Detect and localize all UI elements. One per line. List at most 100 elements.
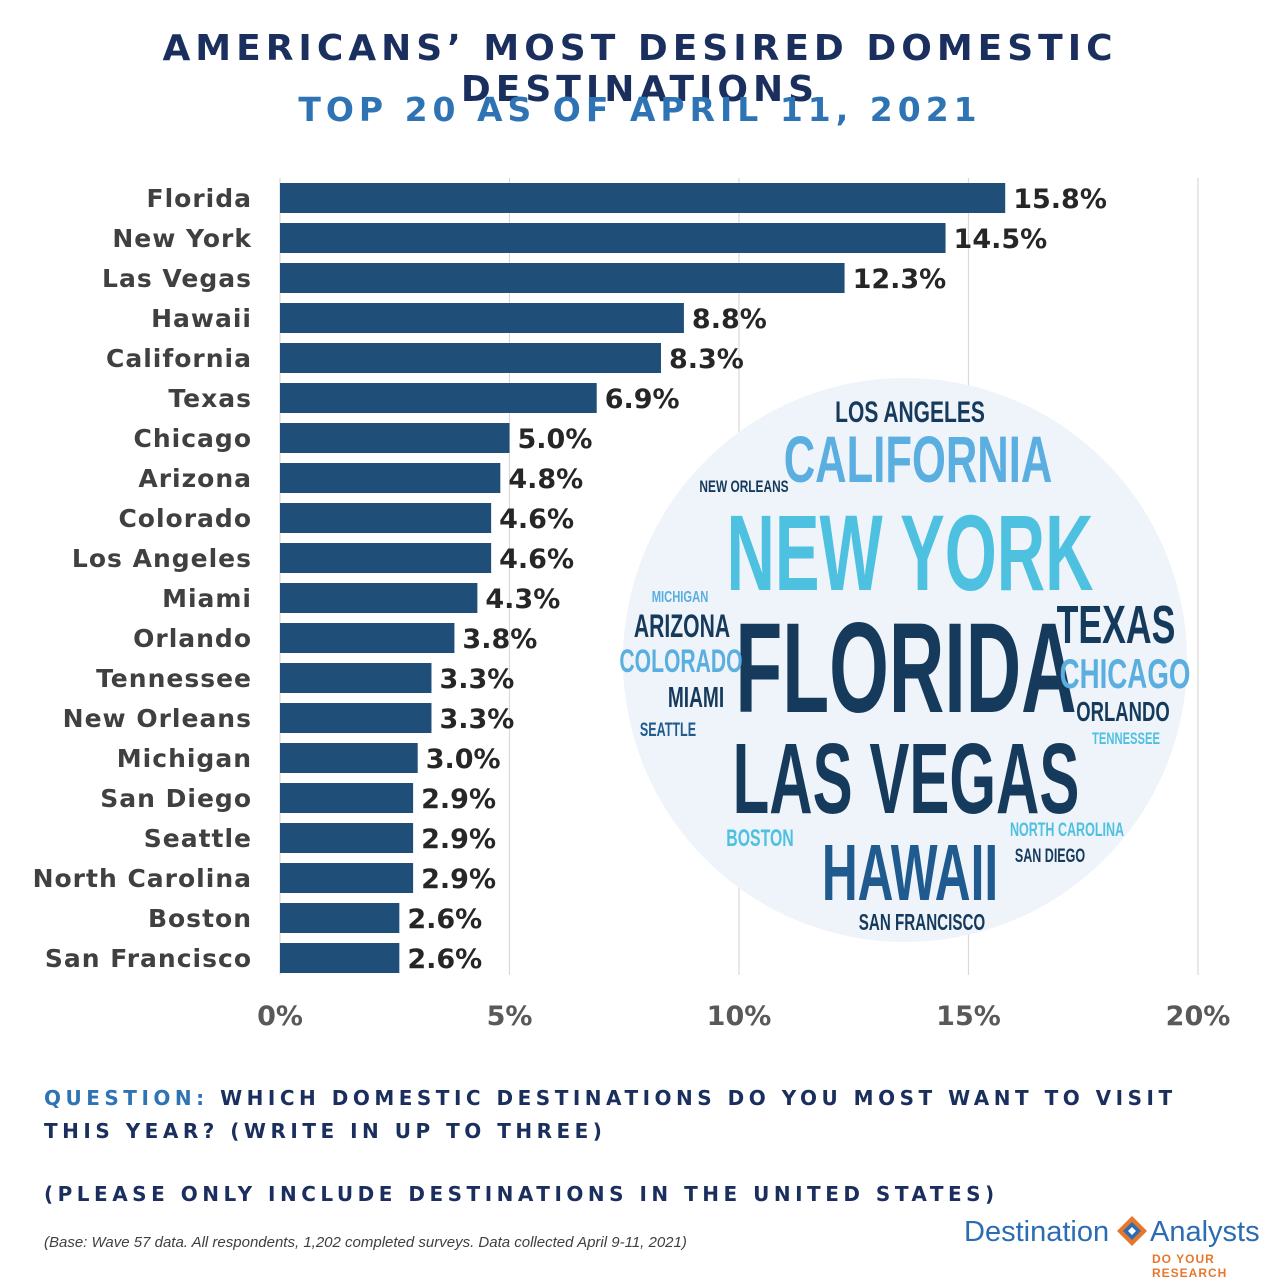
question-text: QUESTION: WHICH DOMESTIC DESTINATIONS DO… <box>44 1082 1244 1211</box>
x-tick-label: 5% <box>487 1001 533 1032</box>
value-label: 8.8% <box>692 304 767 335</box>
category-label: Seattle <box>144 824 252 853</box>
word-cloud-word: NEW YORK <box>726 494 1093 614</box>
value-label: 4.3% <box>485 584 560 615</box>
category-label: New York <box>112 224 252 253</box>
x-tick-label: 10% <box>707 1001 772 1032</box>
value-label: 4.8% <box>508 464 583 495</box>
word-cloud-background <box>623 378 1187 942</box>
bars <box>280 183 1006 973</box>
value-label: 5.0% <box>518 424 593 455</box>
bar <box>280 663 432 693</box>
bar <box>280 703 432 733</box>
category-label: Boston <box>148 904 252 933</box>
logo-tagline: DO YOUR RESEARCH <box>1152 1252 1228 1280</box>
word-cloud-word: TENNESSEE <box>1092 730 1160 749</box>
question-body: WHICH DOMESTIC DESTINATIONS DO YOU MOST … <box>44 1086 1177 1143</box>
word-cloud-word: SEATTLE <box>640 719 696 740</box>
category-label: New Orleans <box>63 704 252 733</box>
value-label: 2.9% <box>421 824 496 855</box>
value-label: 3.3% <box>439 664 514 695</box>
category-label: Tennessee <box>96 664 252 693</box>
bar <box>280 823 414 853</box>
question-note: (PLEASE ONLY INCLUDE DESTINATIONS IN THE… <box>44 1182 999 1206</box>
bar <box>280 903 400 933</box>
destination-analysts-logo: Destination Analysts DO YOUR RESEARCH <box>964 1212 1274 1280</box>
x-tick-label: 15% <box>936 1001 1001 1032</box>
word-cloud-word: COLORADO <box>619 642 742 679</box>
category-label: Chicago <box>134 424 252 453</box>
x-axis-ticks: 0% 5% 10% 15% 20% <box>257 1001 1230 1032</box>
chart-title: AMERICANS’ MOST DESIRED DOMESTIC DESTINA… <box>162 28 1118 110</box>
bar <box>280 943 400 973</box>
base-note: (Base: Wave 57 data. All respondents, 1,… <box>44 1234 687 1251</box>
category-label: Miami <box>162 584 252 613</box>
word-cloud-word: MIAMI <box>668 682 724 714</box>
value-label: 4.6% <box>499 504 574 535</box>
word-cloud-word: ORLANDO <box>1076 697 1169 728</box>
bar <box>280 583 478 613</box>
bar <box>280 463 501 493</box>
word-cloud-word: SAN DIEGO <box>1015 845 1085 866</box>
category-label: Florida <box>147 184 253 213</box>
category-label: Michigan <box>117 744 252 773</box>
word-cloud-word: LOS ANGELES <box>835 397 985 429</box>
value-label: 2.9% <box>421 784 496 815</box>
value-label: 2.9% <box>421 864 496 895</box>
category-label: Colorado <box>118 504 252 533</box>
bar <box>280 183 1006 213</box>
word-cloud-word: NEW ORLEANS <box>699 478 788 497</box>
bar <box>280 343 661 373</box>
bar <box>280 863 414 893</box>
word-cloud-word: FLORIDA <box>735 597 1076 740</box>
bar <box>280 423 510 453</box>
bar <box>280 783 414 813</box>
bar <box>280 303 684 333</box>
bar <box>280 543 492 573</box>
value-label: 3.8% <box>462 624 537 655</box>
bar <box>280 263 845 293</box>
category-label: Hawaii <box>151 304 252 333</box>
value-label: 14.5% <box>954 224 1048 255</box>
logo-word-analysts: Analysts <box>1150 1216 1260 1248</box>
value-label: 3.3% <box>439 704 514 735</box>
category-label: Orlando <box>133 624 252 653</box>
word-cloud-word: CALIFORNIA <box>784 422 1053 496</box>
value-labels: 15.8% 14.5%12.3% 8.8% 8.3% 6.9% 5.0% 4.8% 4.6% 4… <box>407 184 1107 975</box>
word-cloud-word: NORTH CAROLINA <box>1010 819 1124 840</box>
category-label: Arizona <box>138 464 252 493</box>
x-tick-label: 0% <box>257 1001 303 1032</box>
category-label: Los Angeles <box>72 544 252 573</box>
category-label: Texas <box>168 384 252 413</box>
bar <box>280 223 946 253</box>
word-cloud-word: ARIZONA <box>634 607 730 644</box>
category-label: Las Vegas <box>102 264 252 293</box>
bar <box>280 503 492 533</box>
category-label: San Diego <box>100 784 252 813</box>
value-label: 12.3% <box>853 264 947 295</box>
value-label: 8.3% <box>669 344 744 375</box>
value-label: 15.8% <box>1013 184 1107 215</box>
chart-subtitle: TOP 20 AS OF APRIL 11, 2021 <box>298 90 982 129</box>
value-label: 2.6% <box>407 944 482 975</box>
bar <box>280 623 455 653</box>
bar <box>280 743 418 773</box>
category-label: North Carolina <box>33 864 252 893</box>
word-cloud-word: SAN FRANCISCO <box>859 910 985 936</box>
logo-word-destination: Destination <box>964 1216 1110 1248</box>
word-cloud-word: LAS VEGAS <box>733 723 1080 835</box>
logo-diamond-icon <box>1117 1216 1147 1246</box>
bar <box>280 383 597 413</box>
word-cloud-word: HAWAII <box>822 829 998 918</box>
question-label: QUESTION: <box>44 1086 209 1110</box>
value-label: 2.6% <box>407 904 482 935</box>
value-label: 4.6% <box>499 544 574 575</box>
category-label: San Francisco <box>45 944 252 973</box>
value-label: 6.9% <box>605 384 680 415</box>
word-cloud-word: BOSTON <box>726 826 793 852</box>
x-tick-label: 20% <box>1166 1001 1231 1032</box>
word-cloud-word: MICHIGAN <box>652 587 709 606</box>
category-label: California <box>106 344 252 373</box>
